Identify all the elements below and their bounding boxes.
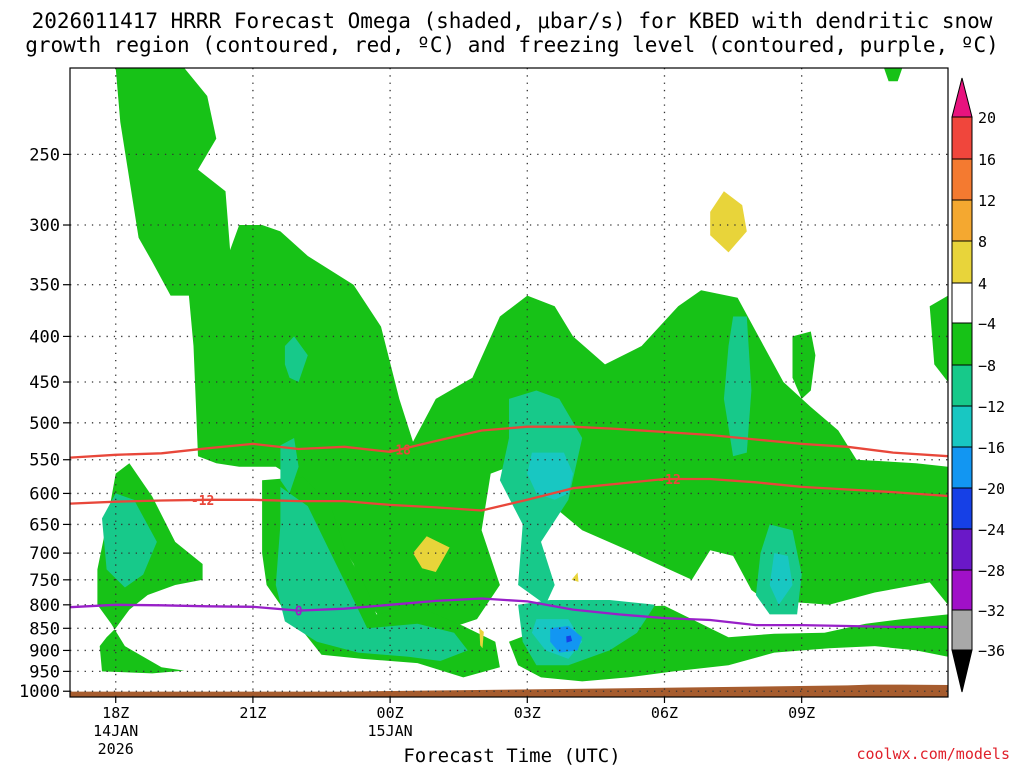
omega-region-5 <box>929 295 948 382</box>
x-axis-title: Forecast Time (UTC) <box>403 745 621 767</box>
x-tick-label-00Z: 00Z <box>377 704 404 722</box>
colorbar-label-11: −28 <box>978 562 1005 580</box>
contour-lines: -18 -12 -12 0 <box>70 425 948 629</box>
y-tick-label-400: 400 <box>29 327 60 347</box>
omega-region-22 <box>479 628 484 649</box>
x-tick-date-18Z: 14JAN <box>93 722 138 740</box>
colorbar-label-3: 8 <box>978 233 987 251</box>
y-tick-label-700: 700 <box>29 544 60 564</box>
omega-region-9 <box>284 336 308 382</box>
colorbar-swatch-6 <box>951 364 973 407</box>
y-tick-label-800: 800 <box>29 596 60 616</box>
x-tick-label-06Z: 06Z <box>651 704 678 722</box>
colorbar-swatch-12 <box>951 609 973 651</box>
colorbar-swatch-3 <box>951 240 973 284</box>
colorbar: 20 16 12 8 4 −4 −8 −12 −16 −20 −24 −28 −32 −36 <box>951 77 1005 693</box>
x-tick-label-18Z: 18Z <box>102 704 129 722</box>
colorbar-label-10: −24 <box>978 521 1005 539</box>
colorbar-swatch-2 <box>951 199 973 242</box>
chart-title-line-2: growth region (contoured, red, ºC) and f… <box>25 33 999 57</box>
colorbar-top-arrow <box>951 77 973 118</box>
contour-line-3 <box>70 597 948 629</box>
omega-region-10 <box>102 493 157 588</box>
colorbar-swatch-10 <box>951 528 973 571</box>
y-tick-label-550: 550 <box>29 451 60 471</box>
colorbar-swatch-0 <box>951 116 973 160</box>
omega-shading <box>70 68 948 697</box>
y-tick-label-350: 350 <box>29 276 60 296</box>
grid-lines <box>70 68 948 697</box>
colorbar-swatch-9 <box>951 487 973 530</box>
y-tick-label-600: 600 <box>29 484 60 504</box>
y-tick-label-900: 900 <box>29 641 60 661</box>
colorbar-label-1: 16 <box>978 151 996 169</box>
colorbar-swatch-8 <box>951 446 973 489</box>
colorbar-label-7: −12 <box>978 398 1005 416</box>
omega-region-18 <box>550 626 583 653</box>
x-tick-year-18Z: 2026 <box>98 740 134 758</box>
y-tick-label-500: 500 <box>29 414 60 434</box>
colorbar-label-9: −20 <box>978 480 1005 498</box>
colorbar-label-0: 20 <box>978 109 996 127</box>
contour-label-1: -12 <box>191 494 214 509</box>
y-tick-label-750: 750 <box>29 571 60 591</box>
omega-region-6 <box>884 68 903 82</box>
omega-region-4 <box>792 331 816 399</box>
x-tick-label-09Z: 09Z <box>788 704 815 722</box>
colorbar-swatch-7 <box>951 405 973 448</box>
y-tick-label-1000: 1000 <box>19 682 60 702</box>
colorbar-label-8: −16 <box>978 439 1005 457</box>
omega-region-0 <box>115 68 948 633</box>
contour-label-2: -12 <box>657 473 680 488</box>
axes: 2503003504004505005506006507007508008509… <box>19 145 815 758</box>
x-tick-label-21Z: 21Z <box>239 704 266 722</box>
site-credit: coolwx.com/models <box>856 745 1010 763</box>
omega-region-21 <box>413 536 450 572</box>
colorbar-label-12: −32 <box>978 602 1005 620</box>
x-tick-label-03Z: 03Z <box>514 704 541 722</box>
omega-region-23 <box>571 572 579 582</box>
omega-region-19 <box>566 635 573 643</box>
x-tick-date-00Z: 15JAN <box>368 722 413 740</box>
y-tick-label-250: 250 <box>29 145 60 165</box>
colorbar-swatch-4 <box>951 282 973 324</box>
colorbar-label-4: 4 <box>978 275 987 293</box>
contour-label-3: 0 <box>295 605 303 620</box>
omega-region-7 <box>275 486 468 661</box>
contour-line-0 <box>70 425 948 459</box>
chart-title-line-1: 2026011417 HRRR Forecast Omega (shaded, … <box>31 9 993 33</box>
colorbar-label-2: 12 <box>978 192 996 210</box>
colorbar-bottom-arrow <box>951 649 973 693</box>
omega-region-15 <box>527 452 573 500</box>
y-tick-label-850: 850 <box>29 619 60 639</box>
y-tick-label-650: 650 <box>29 515 60 535</box>
colorbar-swatch-1 <box>951 158 973 201</box>
omega-region-20 <box>710 191 747 253</box>
omega-region-11 <box>499 390 583 605</box>
omega-region-13 <box>723 316 752 457</box>
colorbar-swatch-11 <box>951 569 973 611</box>
omega-region-17 <box>769 553 793 605</box>
colorbar-label-5: −4 <box>978 315 996 333</box>
y-tick-label-450: 450 <box>29 373 60 393</box>
y-tick-label-300: 300 <box>29 216 60 236</box>
colorbar-label-13: −36 <box>978 642 1005 660</box>
contour-label-0: -18 <box>388 444 412 459</box>
colorbar-label-6: −8 <box>978 357 996 375</box>
contour-line-1 <box>70 477 948 512</box>
colorbar-swatch-5 <box>951 322 973 366</box>
y-tick-label-950: 950 <box>29 662 60 682</box>
omega-region-8 <box>280 438 299 494</box>
